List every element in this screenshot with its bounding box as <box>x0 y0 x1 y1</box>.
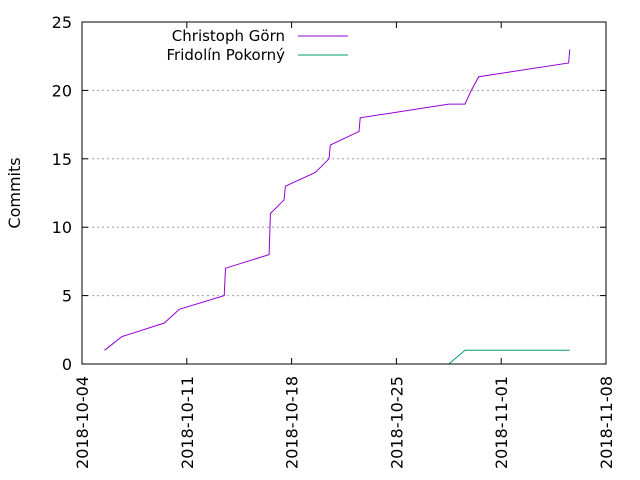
x-tick-label: 2018-10-25 <box>387 376 406 469</box>
x-tick-label: 2018-11-08 <box>597 376 616 469</box>
x-tick-label: 2018-10-11 <box>178 376 197 469</box>
x-tick-label: 2018-10-18 <box>283 376 302 469</box>
series-line-1 <box>448 349 570 365</box>
tick-labels: 0 5 10 15 20 25 2018-10-04 2018-10-11 2018-10-18… <box>52 13 616 469</box>
grid-lines <box>82 89 606 297</box>
y-tick-label: 15 <box>52 150 72 169</box>
y-tick-label: 25 <box>52 13 72 32</box>
axis-ticks <box>81 21 607 365</box>
series-line-0 <box>104 49 571 351</box>
legend-label: Christoph Görn <box>172 27 285 45</box>
y-tick-label: 10 <box>52 218 72 237</box>
plot-frame <box>81 21 607 365</box>
legend-label: Fridolín Pokorný <box>167 46 286 64</box>
x-tick-label: 2018-10-04 <box>73 376 92 469</box>
y-tick-label: 0 <box>62 355 72 374</box>
y-tick-label: 20 <box>52 81 72 100</box>
y-axis-label: Commits <box>5 157 24 228</box>
x-tick-label: 2018-11-01 <box>492 376 511 469</box>
series-lines <box>104 49 571 365</box>
y-tick-label: 5 <box>62 287 72 306</box>
